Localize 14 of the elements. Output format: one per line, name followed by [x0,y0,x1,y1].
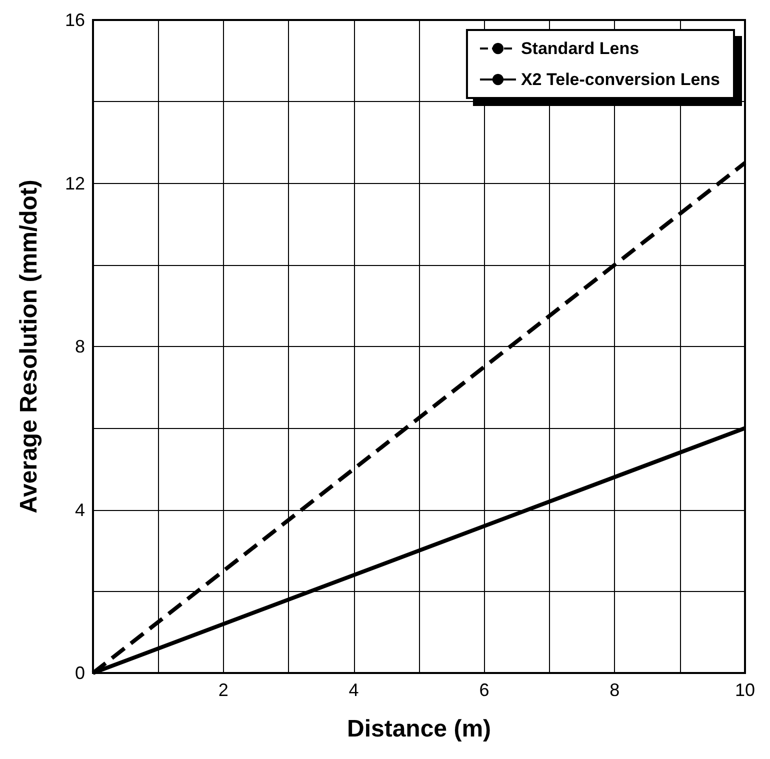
x-tick-label: 8 [610,680,620,700]
x-tick-label: 2 [218,680,228,700]
y-tick-label: 4 [74,500,85,520]
x-tick-label: 4 [348,680,359,700]
y-tick-label: 8 [74,336,85,356]
y-tick-label: 0 [74,663,85,683]
x-tick-label: 6 [479,680,490,700]
x-axis-title: Distance (m) [346,716,492,742]
x-tick-label: 10 [734,680,756,700]
y-axis-title: Average Resolution (mm/dot) [16,180,42,514]
legend-label: Standard Lens [520,39,640,58]
y-tick-label: 12 [64,173,85,194]
legend-label: X2 Tele-conversion Lens [520,70,720,89]
y-tick-label: 16 [64,10,85,30]
